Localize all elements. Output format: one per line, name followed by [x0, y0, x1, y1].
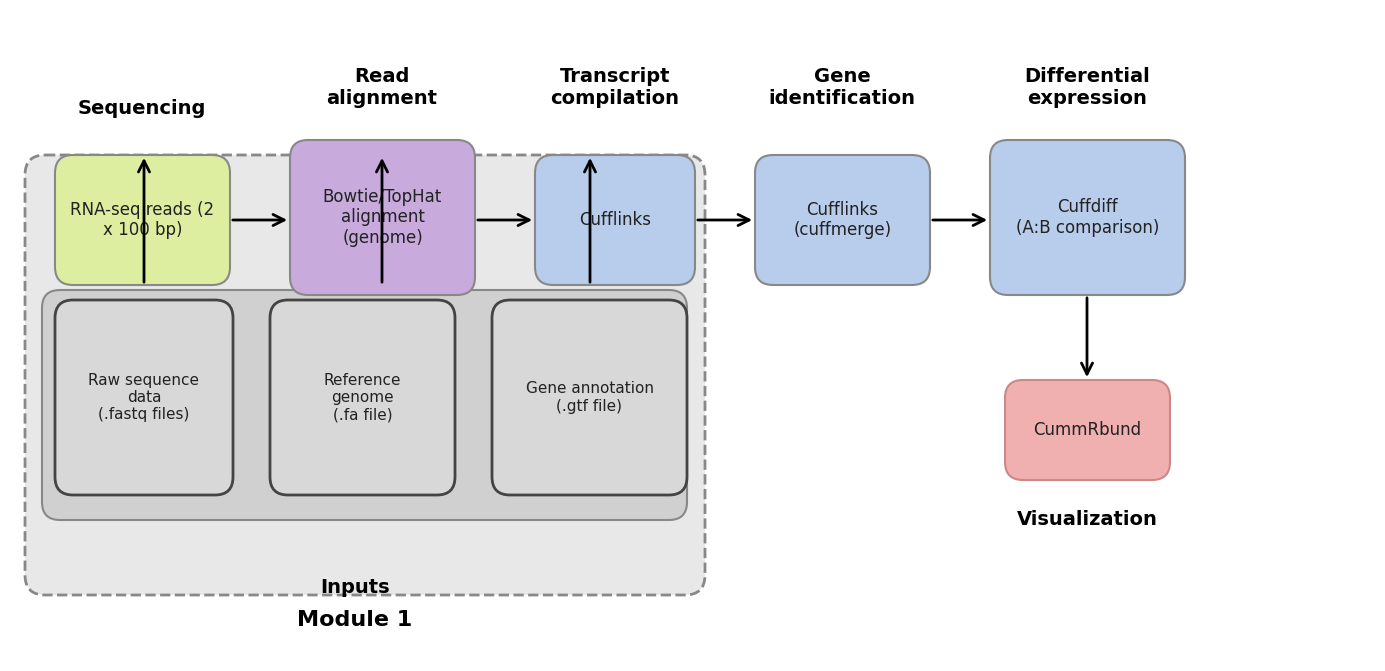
Text: Differential
expression: Differential expression [1024, 67, 1150, 108]
Text: Read
alignment: Read alignment [327, 67, 438, 108]
FancyBboxPatch shape [755, 155, 929, 285]
FancyBboxPatch shape [270, 300, 456, 495]
Text: Sequencing: Sequencing [78, 99, 206, 118]
FancyBboxPatch shape [990, 140, 1186, 295]
FancyBboxPatch shape [55, 300, 233, 495]
Text: Raw sequence
data
(.fastq files): Raw sequence data (.fastq files) [89, 372, 199, 423]
Text: Reference
genome
(.fa file): Reference genome (.fa file) [324, 372, 402, 423]
Text: CummRbund: CummRbund [1033, 421, 1141, 439]
FancyBboxPatch shape [42, 290, 687, 520]
Text: Module 1: Module 1 [298, 610, 413, 630]
FancyBboxPatch shape [55, 155, 230, 285]
FancyBboxPatch shape [492, 300, 687, 495]
Text: Gene
identification: Gene identification [769, 67, 915, 108]
Text: Cufflinks
(cuffmerge): Cufflinks (cuffmerge) [794, 201, 892, 240]
Text: Bowtie/TopHat
alignment
(genome): Bowtie/TopHat alignment (genome) [323, 188, 442, 248]
Text: Gene annotation
(.gtf file): Gene annotation (.gtf file) [525, 381, 654, 414]
Text: Cuffdiff
(A:B comparison): Cuffdiff (A:B comparison) [1015, 198, 1159, 237]
FancyBboxPatch shape [1006, 380, 1170, 480]
Text: Visualization: Visualization [1017, 510, 1158, 529]
Text: Cufflinks: Cufflinks [579, 211, 651, 229]
Text: RNA-seq reads (2
x 100 bp): RNA-seq reads (2 x 100 bp) [71, 201, 215, 240]
Text: Inputs: Inputs [320, 578, 389, 597]
FancyBboxPatch shape [289, 140, 475, 295]
FancyBboxPatch shape [25, 155, 705, 595]
FancyBboxPatch shape [535, 155, 695, 285]
Text: Transcript
compilation: Transcript compilation [550, 67, 680, 108]
